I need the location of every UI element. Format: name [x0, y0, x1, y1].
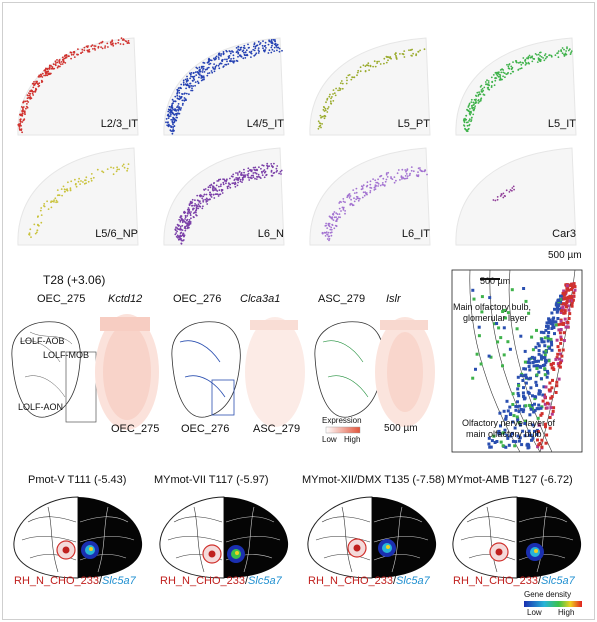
layer-panel-label: Car3: [552, 228, 576, 240]
zoom-scale-label: 500 µm: [480, 276, 511, 286]
brainstem-section-image: [452, 496, 582, 579]
header-name-1: OEC_275: [37, 293, 86, 305]
zoom-label-top-2: glomerular layer: [463, 313, 528, 323]
header-gene-1: Kctd12: [108, 293, 143, 305]
header-name-2: OEC_276: [173, 293, 222, 305]
brainstem-panel-caption: RH_N_CHO_233/Slc5a7: [14, 575, 136, 587]
brainstem-section-image: [307, 496, 437, 579]
region-label-aon: LOLF-AON: [18, 402, 64, 412]
layer-panel-plot: [309, 37, 431, 136]
expression-legend-low: Low: [322, 435, 337, 444]
layer-panel: L2/3_IT: [6, 30, 152, 140]
layer-panel-label: L6_N: [257, 228, 284, 240]
caption-separator: /: [244, 575, 249, 587]
gene-name: Slc5a7: [396, 575, 430, 587]
header-gene-3: Islr: [386, 293, 401, 305]
bottom-label-asc279: ASC_279: [253, 423, 301, 435]
brainstem-panel-title: MYmot-VII T117 (-5.97): [154, 474, 269, 486]
density-legend-title: Gene density: [524, 590, 572, 599]
brainstem-section-image: [13, 496, 143, 579]
olfactory-section: T28 (+3.06) OEC_275 Kctd12 OEC_276 Clca3…: [0, 262, 597, 462]
cluster-name: RH_N_CHO_233: [160, 575, 245, 587]
header-gene-2: Clca3a1: [240, 293, 281, 305]
layer-panel: L5_PT: [298, 30, 444, 140]
layer-panel: L5/6_NP: [6, 140, 152, 250]
expression-gradient: [325, 426, 361, 434]
zoom-label-top-1: Main olfactory bulb,: [453, 302, 532, 312]
gene-name: Slc5a7: [541, 575, 575, 587]
mid-scale-label: 500 µm: [384, 423, 418, 434]
cluster-name: RH_N_CHO_233: [453, 575, 538, 587]
brainstem-panel-title: MYmot-XII/DMX T135 (-7.58): [302, 474, 445, 486]
caption-separator: /: [392, 575, 397, 587]
brainstem-panel: MYmot-XII/DMX T135 (-7.58) RH_N_CHO_233/S…: [302, 462, 445, 612]
density-legend-high: High: [558, 608, 575, 617]
layer-panel-label: L5_IT: [547, 118, 576, 130]
brainstem-panel: MYmot-AMB T127 (-6.72) RH_N_CHO_233/Slc5a…: [447, 462, 587, 612]
layer-panel-label: L2/3_IT: [100, 118, 138, 130]
layer-panel-plot: [163, 147, 285, 246]
brainstem-section: Pmot-V T111 (-5.43) RH_N_CHO_233/Slc5a7 MY…: [0, 462, 597, 620]
density-gradient: [524, 601, 582, 607]
zoom-panel: [451, 269, 583, 453]
oec275-panel: [11, 314, 159, 430]
brainstem-panel: Pmot-V T111 (-5.43) RH_N_CHO_233/Slc5a7: [8, 462, 148, 612]
brainstem-panel-title: Pmot-V T111 (-5.43): [28, 474, 127, 486]
olfactory-panels-svg: [11, 269, 583, 453]
region-label-mob: LOLF-MOB: [43, 350, 90, 360]
layer-panel-plot: [163, 37, 285, 136]
layer-panel: L4/5_IT: [152, 30, 298, 140]
gene-name: Slc5a7: [248, 575, 282, 587]
cluster-name: RH_N_CHO_233: [14, 575, 99, 587]
bottom-label-oec275: OEC_275: [111, 423, 160, 435]
layer-panel-label: L5_PT: [397, 118, 430, 130]
layer-panel-plot: [17, 147, 139, 246]
layer-panel-plot: [455, 147, 577, 246]
header-name-3: ASC_279: [318, 293, 366, 305]
zoom-label-bottom-1: Olfactory nerve layer of: [462, 418, 556, 428]
brainstem-panel-caption: RH_N_CHO_233/Slc5a7: [160, 575, 282, 587]
brainstem-panel-title: MYmot-AMB T127 (-6.72): [447, 474, 573, 486]
brainstem-panel-caption: RH_N_CHO_233/Slc5a7: [453, 575, 575, 587]
layer-panel-plot: [17, 37, 139, 136]
zoom-label-bottom-2: main olfactory bulb: [466, 429, 542, 439]
layer-panel-plot: [455, 37, 577, 136]
oec276-panel: [171, 317, 305, 427]
region-label-aob: LOLF-AOB: [20, 336, 65, 346]
layer-panel-label: L5/6_NP: [95, 228, 138, 240]
bottom-label-oec276: OEC_276: [181, 423, 230, 435]
gene-name: Slc5a7: [102, 575, 136, 587]
brainstem-panel: MYmot-VII T117 (-5.97) RH_N_CHO_233/Slc5a…: [154, 462, 294, 612]
cortex-layer-section: L2/3_IT L4/5_IT L5_PT L5_IT L5/6_NP L6_N L6_IT…: [0, 0, 597, 262]
layer-panel: L6_N: [152, 140, 298, 250]
expression-legend-title: Expression: [322, 416, 362, 425]
expression-legend-high: High: [344, 435, 361, 444]
asc279-panel: [314, 317, 435, 434]
layer-panel-label: L6_IT: [401, 228, 430, 240]
caption-separator: /: [537, 575, 542, 587]
brainstem-panel-caption: RH_N_CHO_233/Slc5a7: [308, 575, 430, 587]
layer-panel: L5_IT: [444, 30, 590, 140]
cluster-name: RH_N_CHO_233: [308, 575, 393, 587]
layer-panel: Car3: [444, 140, 590, 250]
mid-section-title: T28 (+3.06): [43, 273, 106, 287]
layer-panel-label: L4/5_IT: [246, 118, 284, 130]
caption-separator: /: [98, 575, 103, 587]
layer-panel-plot: [309, 147, 431, 246]
top-scale-label: 500 µm: [548, 250, 582, 261]
brainstem-section-image: [159, 496, 289, 579]
layer-panel: L6_IT: [298, 140, 444, 250]
density-legend-low: Low: [527, 608, 542, 617]
